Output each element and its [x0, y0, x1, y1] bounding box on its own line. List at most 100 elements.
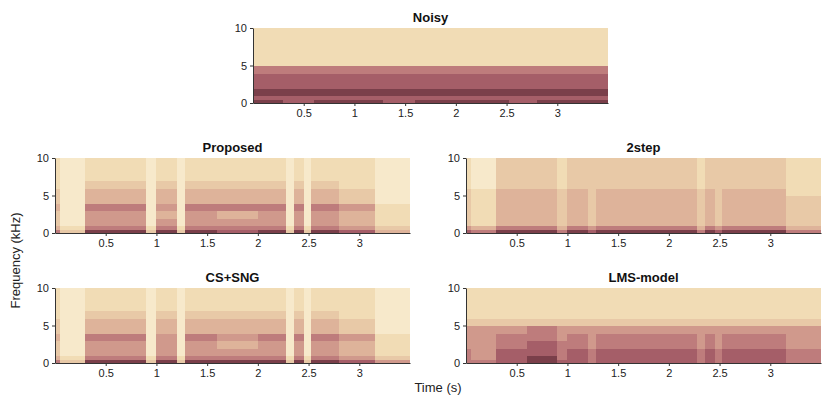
cell: [283, 28, 314, 44]
cell: [177, 333, 186, 341]
cell: [509, 66, 538, 74]
cell: [283, 58, 314, 66]
cell: [567, 196, 588, 204]
cell: [311, 226, 340, 230]
cell: [509, 58, 538, 66]
cell: [669, 326, 698, 334]
cell: [527, 229, 558, 233]
cell: [705, 288, 715, 304]
cell: [697, 226, 706, 230]
cell: [588, 311, 597, 319]
cell: [786, 218, 822, 226]
cell: [456, 81, 485, 89]
y-tick-label: 10: [37, 282, 49, 294]
cell: [471, 203, 497, 211]
y-tick-mark: [463, 288, 466, 289]
cell: [669, 318, 698, 326]
cell: [156, 288, 177, 304]
cell: [750, 158, 786, 174]
cell: [567, 158, 588, 174]
cell: [116, 326, 147, 334]
cell: [304, 318, 312, 326]
cell: [116, 348, 147, 356]
cell: [258, 196, 287, 204]
cell: [294, 356, 304, 360]
cell: [722, 303, 751, 311]
y-axis-line: [55, 159, 56, 234]
cell: [588, 359, 597, 363]
cell: [339, 356, 375, 360]
cell: [750, 288, 786, 304]
y-axis: 0510: [37, 152, 56, 239]
cell: [628, 203, 669, 211]
cell: [85, 359, 116, 363]
cell: [156, 356, 177, 360]
cell: [375, 226, 411, 230]
cell: [60, 226, 86, 230]
cell: [496, 318, 527, 326]
cell: [588, 229, 597, 233]
cell: [750, 356, 786, 360]
cell: [596, 226, 629, 230]
cell: [177, 311, 186, 319]
cell: [669, 288, 698, 304]
cell: [628, 341, 669, 349]
cell: [715, 218, 723, 226]
cell: [588, 348, 597, 356]
cell: [116, 288, 147, 304]
cell: [471, 326, 497, 334]
cell: [354, 43, 375, 51]
cell: [85, 211, 116, 219]
cell: [786, 318, 822, 326]
cell: [156, 211, 177, 219]
cell: [537, 66, 573, 74]
cell: [628, 211, 669, 219]
cell: [628, 188, 669, 196]
panel: 0.511.522.530510Proposed: [37, 140, 411, 249]
cell: [456, 58, 485, 66]
cell: [156, 348, 177, 356]
cell: [697, 196, 706, 204]
cell: [375, 99, 384, 103]
cell: [85, 173, 116, 181]
y-tick: 0: [454, 357, 466, 369]
cell: [697, 203, 706, 211]
cell: [258, 348, 287, 356]
x-tick-label: 0.5: [99, 367, 114, 379]
cell: [146, 229, 157, 233]
cell: [177, 226, 186, 230]
cell: [502, 58, 510, 66]
cell: [116, 218, 147, 226]
x-axis-line: [56, 363, 411, 364]
cell: [492, 51, 502, 59]
cell: [258, 318, 287, 326]
cell: [294, 181, 304, 189]
cell: [596, 203, 629, 211]
cell: [258, 341, 287, 349]
cell: [705, 333, 715, 341]
cell: [177, 229, 186, 233]
cell: [185, 181, 218, 189]
cell: [258, 73, 284, 81]
cell: [669, 181, 698, 189]
x-tick-label: 0.5: [510, 367, 525, 379]
cell: [588, 211, 597, 219]
cell: [588, 303, 597, 311]
x-tick: 1: [565, 363, 571, 379]
cell: [786, 203, 822, 211]
panel-title: 2step: [627, 140, 661, 155]
cell: [722, 348, 751, 356]
cell: [286, 356, 295, 360]
cell: [258, 173, 287, 181]
cell: [339, 158, 375, 174]
cell: [496, 203, 527, 211]
cell: [573, 66, 609, 74]
cell: [311, 326, 340, 334]
y-tick: 10: [37, 282, 55, 294]
x-tick: 1.5: [398, 103, 413, 119]
cell: [527, 203, 558, 211]
cell: [185, 203, 218, 211]
cell: [750, 218, 786, 226]
cell: [697, 288, 706, 304]
cell: [596, 188, 629, 196]
